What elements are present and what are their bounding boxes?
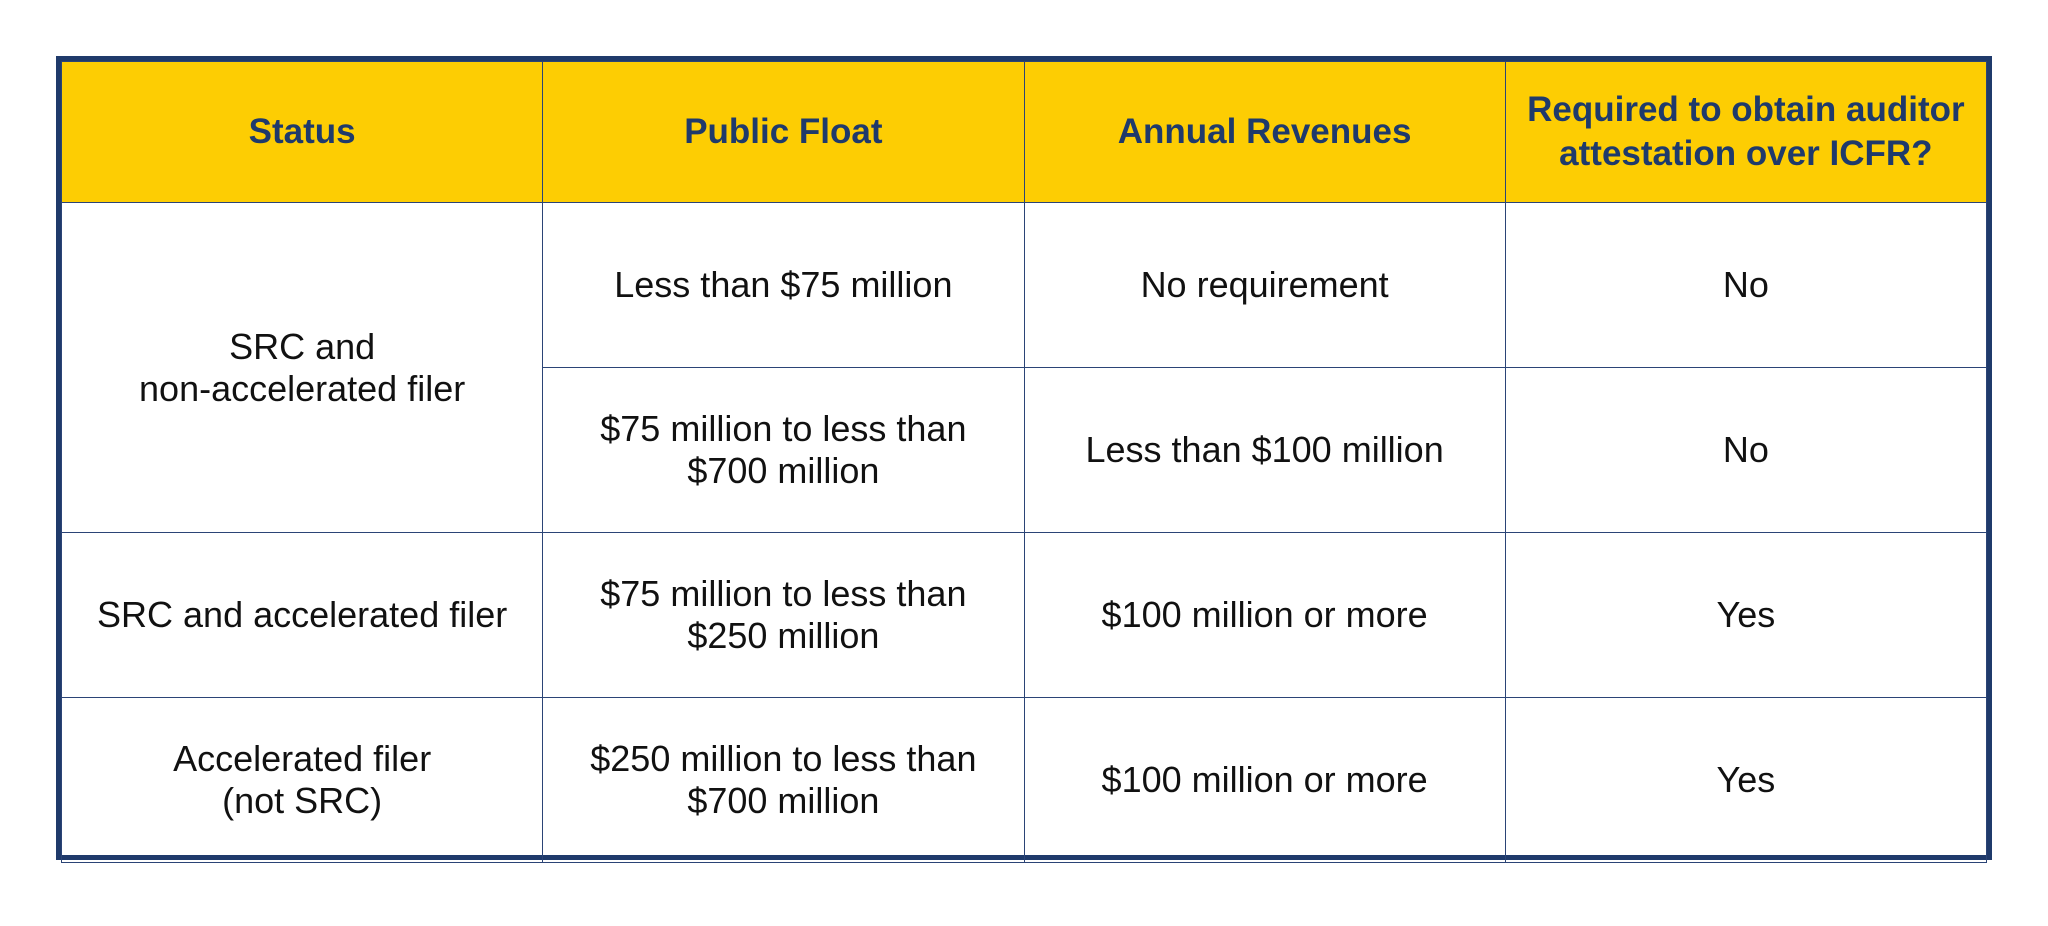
cell-public-float: $250 million to less than $700 million	[542, 697, 1025, 863]
public-float-text: $75 million to less than $250 million	[600, 573, 967, 656]
table-row: SRC and non-accelerated filer Less than …	[60, 202, 1988, 533]
public-float-text: $250 million to less than $700 million	[590, 738, 977, 821]
status-text: Accelerated filer (not SRC)	[173, 738, 432, 821]
header-public-float: Public Float	[542, 61, 1025, 203]
required-text: No	[1722, 264, 1769, 305]
filer-status-table: Status Public Float Annual Revenues Requ…	[60, 61, 1988, 863]
cell-annual-revenues: $100 million or more	[1023, 532, 1506, 698]
cell-annual-revenues: No requirement	[1023, 202, 1506, 368]
status-text: SRC and non-accelerated filer	[139, 325, 466, 409]
public-float-text: Less than $75 million	[614, 264, 953, 305]
header-auditor-attestation-required: Required to obtain auditor attestation o…	[1504, 61, 1988, 203]
cell-status: SRC and accelerated filer	[60, 532, 544, 698]
cell-annual-revenues: Less than $100 million	[1023, 367, 1506, 533]
table-header-row: Status Public Float Annual Revenues Requ…	[60, 61, 1988, 203]
table-row: $75 million to less than $700 million Le…	[62, 367, 1988, 533]
cell-public-float: $75 million to less than $700 million	[542, 367, 1025, 533]
required-text: Yes	[1716, 594, 1776, 635]
table-row: SRC and accelerated filer $75 million to…	[60, 532, 1988, 698]
cell-public-float: $75 million to less than $250 million	[542, 532, 1025, 698]
cell-public-float: Less than $75 million	[542, 202, 1025, 368]
cell-required: No	[1504, 367, 1988, 533]
cell-required: Yes	[1504, 697, 1988, 863]
annual-revenues-text: $100 million or more	[1101, 594, 1428, 635]
cell-status: SRC and non-accelerated filer	[60, 202, 544, 533]
header-annual-revenues: Annual Revenues	[1023, 61, 1506, 203]
table-row: Accelerated filer (not SRC) $250 million…	[60, 697, 1988, 863]
status-text: SRC and accelerated filer	[97, 594, 508, 635]
cell-required: Yes	[1504, 532, 1988, 698]
cell-required: No	[1504, 202, 1988, 368]
required-text: No	[1722, 429, 1769, 470]
annual-revenues-text: No requirement	[1140, 264, 1389, 305]
public-float-text: $75 million to less than $700 million	[600, 408, 967, 491]
filer-status-table-container: Status Public Float Annual Revenues Requ…	[56, 56, 1992, 863]
header-status: Status	[60, 61, 544, 203]
cell-annual-revenues: $100 million or more	[1023, 697, 1506, 863]
annual-revenues-text: Less than $100 million	[1085, 429, 1444, 470]
annual-revenues-text: $100 million or more	[1101, 759, 1428, 800]
cell-status: Accelerated filer (not SRC)	[60, 697, 544, 863]
required-text: Yes	[1716, 759, 1776, 800]
